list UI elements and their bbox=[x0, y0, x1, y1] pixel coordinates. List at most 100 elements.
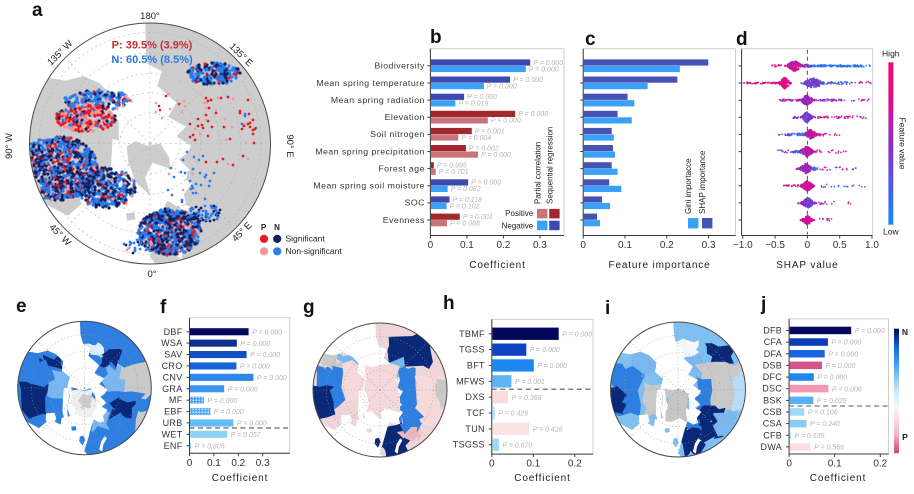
svg-text:MF: MF bbox=[169, 395, 183, 405]
svg-text:DBF: DBF bbox=[164, 327, 183, 337]
svg-text:0.3: 0.3 bbox=[702, 240, 716, 251]
svg-text:EBF: EBF bbox=[164, 407, 183, 417]
svg-text:−1.0: −1.0 bbox=[733, 240, 753, 251]
svg-text:P = 0.000: P = 0.000 bbox=[487, 83, 517, 90]
svg-text:P = 0.805: P = 0.805 bbox=[195, 443, 225, 450]
svg-text:P = 0.001: P = 0.001 bbox=[515, 379, 545, 386]
svg-text:−0.5: −0.5 bbox=[765, 240, 785, 251]
svg-text:Forest age: Forest age bbox=[378, 163, 425, 173]
svg-text:P = 0.000: P = 0.000 bbox=[562, 331, 592, 338]
svg-text:1.0: 1.0 bbox=[865, 240, 879, 251]
svg-text:P: P bbox=[261, 223, 267, 232]
svg-text:TSGSS: TSGSS bbox=[453, 440, 485, 450]
svg-text:Elevation: Elevation bbox=[385, 112, 425, 122]
svg-text:0: 0 bbox=[489, 459, 495, 470]
svg-text:Gini importacce: Gini importacce bbox=[684, 158, 693, 214]
svg-text:P = 0.000: P = 0.000 bbox=[481, 152, 511, 159]
svg-text:P = 0.004: P = 0.004 bbox=[461, 135, 491, 142]
svg-text:Sequential regression: Sequential regression bbox=[546, 127, 555, 204]
svg-text:Negative: Negative bbox=[502, 221, 534, 230]
svg-text:P = 0.000: P = 0.000 bbox=[214, 409, 244, 416]
svg-text:Mean spring temperature: Mean spring temperature bbox=[316, 78, 425, 88]
svg-text:P = 0.057: P = 0.057 bbox=[231, 432, 262, 439]
svg-text:P = 0.000: P = 0.000 bbox=[518, 111, 548, 118]
svg-text:P = 0.000: P = 0.000 bbox=[257, 375, 287, 382]
svg-text:0.3: 0.3 bbox=[256, 458, 270, 469]
svg-text:P = 0.102: P = 0.102 bbox=[450, 203, 480, 210]
svg-text:P = 0.701: P = 0.701 bbox=[439, 169, 469, 176]
svg-text:P = 0.000: P = 0.000 bbox=[491, 118, 521, 125]
svg-text:SOC: SOC bbox=[405, 198, 425, 208]
svg-text:TGSS: TGSS bbox=[459, 345, 485, 355]
svg-text:Biodiversity: Biodiversity bbox=[374, 61, 425, 71]
svg-text:Soil nitrogen: Soil nitrogen bbox=[370, 129, 425, 139]
svg-text:P = 0.426: P = 0.426 bbox=[533, 427, 563, 434]
svg-text:0.2: 0.2 bbox=[231, 458, 245, 469]
svg-text:MFWS: MFWS bbox=[456, 376, 485, 386]
svg-text:P = 0.000: P = 0.000 bbox=[252, 329, 282, 336]
svg-text:P = 0.426: P = 0.426 bbox=[498, 411, 528, 418]
svg-text:DXS: DXS bbox=[465, 392, 484, 402]
svg-text:P = 0.000: P = 0.000 bbox=[513, 77, 543, 84]
svg-text:0.2: 0.2 bbox=[660, 240, 674, 251]
svg-text:90° E: 90° E bbox=[284, 134, 295, 157]
svg-text:180°: 180° bbox=[140, 11, 160, 22]
svg-text:0.5: 0.5 bbox=[833, 240, 847, 251]
svg-text:GRA: GRA bbox=[162, 384, 182, 394]
svg-text:P = 0.000: P = 0.000 bbox=[207, 398, 237, 405]
svg-text:P = 0.082: P = 0.082 bbox=[451, 186, 481, 193]
svg-text:P = 0.368: P = 0.368 bbox=[512, 395, 542, 402]
svg-text:SAV: SAV bbox=[164, 350, 182, 360]
svg-text:High: High bbox=[882, 49, 900, 59]
svg-text:0.1: 0.1 bbox=[207, 458, 221, 469]
svg-text:CNV: CNV bbox=[163, 372, 183, 382]
svg-text:0.3: 0.3 bbox=[533, 240, 547, 251]
svg-text:CRO: CRO bbox=[162, 361, 183, 371]
svg-text:P = 0.000: P = 0.000 bbox=[240, 364, 270, 371]
svg-text:P = 0.870: P = 0.870 bbox=[502, 442, 532, 449]
svg-text:P = 0.000: P = 0.000 bbox=[240, 341, 270, 348]
svg-text:0°: 0° bbox=[147, 269, 156, 280]
svg-text:0: 0 bbox=[187, 458, 193, 469]
svg-text:BFT: BFT bbox=[467, 360, 485, 370]
svg-text:P = 0.000: P = 0.000 bbox=[530, 347, 560, 354]
svg-text:ENF: ENF bbox=[164, 441, 183, 451]
svg-text:Coefficient: Coefficient bbox=[469, 260, 525, 271]
svg-text:0.2: 0.2 bbox=[496, 240, 510, 251]
svg-text:0: 0 bbox=[805, 240, 811, 251]
svg-text:0.1: 0.1 bbox=[618, 240, 632, 251]
svg-text:P = 0.000: P = 0.000 bbox=[250, 352, 280, 359]
svg-text:Non-significant: Non-significant bbox=[286, 246, 343, 256]
svg-text:Mean spring soil moisture: Mean spring soil moisture bbox=[313, 181, 424, 191]
svg-text:P = 0.000: P = 0.000 bbox=[529, 66, 559, 73]
svg-text:0: 0 bbox=[428, 240, 434, 251]
svg-text:N: N bbox=[274, 223, 280, 232]
svg-text:TCF: TCF bbox=[466, 408, 485, 418]
svg-text:Coefficient: Coefficient bbox=[212, 473, 268, 484]
svg-text:Feature importance: Feature importance bbox=[608, 260, 710, 271]
svg-text:P = 0.019: P = 0.019 bbox=[458, 101, 488, 108]
svg-text:P = 0.000: P = 0.000 bbox=[537, 363, 567, 370]
svg-text:SHAP importance: SHAP importance bbox=[698, 150, 707, 214]
svg-text:URB: URB bbox=[163, 418, 183, 428]
svg-text:WSA: WSA bbox=[161, 338, 182, 348]
svg-text:Mean spring radiation: Mean spring radiation bbox=[331, 95, 425, 105]
svg-text:P = 0.000: P = 0.000 bbox=[228, 386, 258, 393]
svg-text:90° W: 90° W bbox=[4, 133, 15, 159]
svg-text:P: 39.5% (3.9%): P: 39.5% (3.9%) bbox=[112, 40, 193, 52]
svg-text:TBMF: TBMF bbox=[459, 329, 485, 339]
svg-text:WET: WET bbox=[162, 429, 183, 439]
svg-text:P = 0.088: P = 0.088 bbox=[450, 221, 480, 228]
svg-text:P = 0.000: P = 0.000 bbox=[237, 421, 267, 428]
svg-text:Feature value: Feature value bbox=[898, 118, 908, 170]
svg-text:TUN: TUN bbox=[465, 424, 484, 434]
svg-text:0.1: 0.1 bbox=[460, 240, 474, 251]
svg-text:0: 0 bbox=[580, 240, 586, 251]
svg-text:Positive: Positive bbox=[505, 209, 534, 218]
svg-text:SHAP value: SHAP value bbox=[776, 260, 838, 271]
svg-text:N: 60.5% (8.5%): N: 60.5% (8.5%) bbox=[111, 54, 193, 66]
svg-text:Mean spring precipitation: Mean spring precipitation bbox=[315, 146, 425, 156]
svg-text:Partial correlation: Partial correlation bbox=[534, 142, 543, 204]
svg-text:Evenness: Evenness bbox=[383, 215, 425, 225]
svg-text:Low: Low bbox=[883, 227, 899, 237]
